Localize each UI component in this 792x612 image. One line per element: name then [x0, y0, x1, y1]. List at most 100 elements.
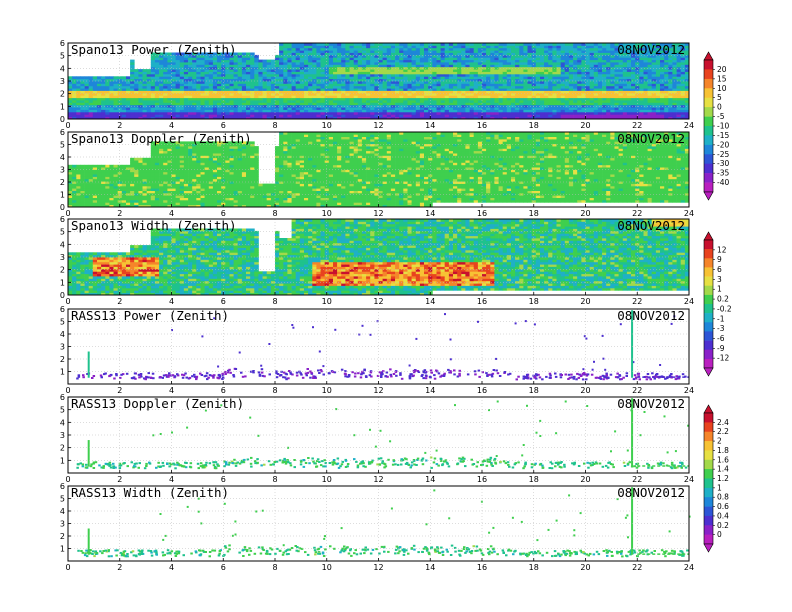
- x-tick-label: 8: [272, 475, 277, 484]
- colorbar-segment: [704, 459, 713, 470]
- y-tick-label: 6: [60, 39, 65, 48]
- colorbar-segment: [704, 69, 713, 80]
- grid-lines: [68, 132, 689, 207]
- x-tick-label: 2: [117, 121, 122, 130]
- x-tick-label: 2: [117, 563, 122, 572]
- y-tick-label: 5: [60, 495, 65, 504]
- x-tick-label: 20: [580, 121, 590, 130]
- x-tick-label: 10: [322, 475, 332, 484]
- grid-lines: [68, 486, 689, 561]
- x-tick-label: 0: [65, 297, 70, 306]
- colorbar-label: 2.4: [717, 418, 729, 427]
- colorbar-label: -0.2: [717, 304, 732, 313]
- panel-date: 08NOV2012: [617, 42, 685, 57]
- panel-title: Spano13 Power (Zenith): [71, 42, 237, 57]
- y-tick-label: 3: [60, 431, 65, 440]
- y-tick-label: 0: [60, 203, 65, 212]
- colorbar-label: -10: [717, 122, 729, 131]
- heatmap-cells: [68, 132, 690, 208]
- x-tick-label: 14: [425, 475, 435, 484]
- colorbar-segment: [704, 173, 713, 183]
- colorbar-segment: [704, 322, 713, 332]
- x-tick-label: 12: [373, 209, 383, 218]
- colorbar-top-arrow: [703, 51, 714, 61]
- x-tick-label: 18: [529, 386, 539, 395]
- colorbar-segment: [704, 276, 713, 286]
- y-tick-label: 0: [60, 115, 65, 124]
- panel-title: RASS13 Doppler (Zenith): [71, 396, 244, 411]
- colorbar-segment: [704, 182, 713, 193]
- y-tick-label: 1: [60, 368, 65, 377]
- colorbar-label: 0.2: [717, 521, 729, 530]
- colorbar-segment: [704, 107, 713, 117]
- x-tick-label: 20: [580, 563, 590, 572]
- y-tick-label: 6: [60, 482, 65, 491]
- colorbar-label: -40: [717, 178, 729, 187]
- colorbar-segment: [704, 285, 713, 296]
- colorbar-segment: [704, 450, 713, 461]
- colorbar-segment: [704, 331, 713, 341]
- colorbar-3: 2.42.221.81.61.41.210.80.60.40.20: [703, 404, 729, 553]
- x-tick-label: 2: [117, 386, 122, 395]
- y-tick-label: 3: [60, 253, 65, 262]
- x-tick-label: 0: [65, 475, 70, 484]
- colorbar-segment: [704, 478, 713, 489]
- y-tick-label: 1: [60, 456, 65, 465]
- panel-date: 08NOV2012: [617, 396, 685, 411]
- colorbar-segment: [704, 497, 713, 507]
- colorbar-label: -12: [717, 354, 729, 363]
- x-tick-label: 14: [425, 563, 435, 572]
- x-tick-label: 12: [373, 121, 383, 130]
- y-tick-label: 0: [60, 291, 65, 300]
- x-tick-label: 10: [322, 209, 332, 218]
- x-tick-label: 20: [580, 475, 590, 484]
- colorbar-segment: [704, 154, 713, 164]
- y-tick-label: 1: [60, 102, 65, 111]
- panel-date: 08NOV2012: [617, 485, 685, 500]
- colorbar-segment: [704, 487, 713, 498]
- y-tick-label: 3: [60, 520, 65, 529]
- colorbar-label: -15: [717, 131, 729, 140]
- colorbar-segment: [704, 304, 713, 314]
- x-tick-label: 6: [221, 209, 226, 218]
- x-tick-label: 8: [272, 297, 277, 306]
- colorbar-label: 1.6: [717, 455, 729, 464]
- colorbar-label: 20: [717, 65, 727, 74]
- grid-lines: [68, 219, 689, 295]
- x-tick-label: 14: [425, 121, 435, 130]
- x-tick-label: 16: [477, 386, 487, 395]
- x-tick-label: 22: [632, 209, 642, 218]
- colorbar-top-arrow: [703, 231, 714, 241]
- colorbar-label: 6: [717, 265, 722, 274]
- colorbar-segment: [704, 469, 713, 479]
- colorbar-label: 1.8: [717, 446, 729, 455]
- panel-date: 08NOV2012: [617, 308, 685, 323]
- x-tick-label: 8: [272, 563, 277, 572]
- x-tick-label: 8: [272, 209, 277, 218]
- x-tick-label: 14: [425, 209, 435, 218]
- x-tick-label: 16: [477, 209, 487, 218]
- colorbar-label: 0.6: [717, 502, 729, 511]
- x-tick-label: 12: [373, 475, 383, 484]
- colorbar-segment: [704, 135, 713, 146]
- x-tick-label: 0: [65, 121, 70, 130]
- x-tick-label: 6: [221, 386, 226, 395]
- x-tick-label: 6: [221, 475, 226, 484]
- panel-date: 08NOV2012: [617, 218, 685, 233]
- x-tick-label: 22: [632, 121, 642, 130]
- colorbar-label: 1: [717, 483, 722, 492]
- y-tick-label: 5: [60, 318, 65, 327]
- x-tick-label: 24: [684, 297, 694, 306]
- x-tick-label: 20: [580, 297, 590, 306]
- x-tick-label: 22: [632, 563, 642, 572]
- colorbar-segment: [704, 116, 713, 127]
- colorbar-segment: [704, 78, 713, 89]
- scatter-points: [76, 310, 689, 381]
- x-tick-label: 10: [322, 563, 332, 572]
- x-tick-label: 4: [169, 386, 174, 395]
- colorbar-label: 3: [717, 275, 722, 284]
- x-tick-label: 24: [684, 563, 694, 572]
